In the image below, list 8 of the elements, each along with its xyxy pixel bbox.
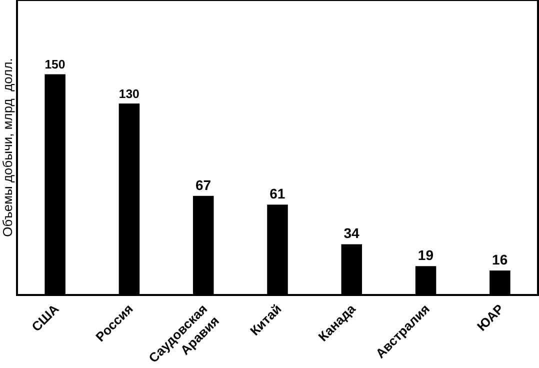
y-axis-title: Объемы добычи, млрд долл. <box>0 58 15 237</box>
data-label: 16 <box>492 252 508 268</box>
data-label: 61 <box>270 186 286 202</box>
data-label: 34 <box>344 225 360 242</box>
data-label: 67 <box>195 176 212 193</box>
data-label: 130 <box>118 86 140 101</box>
data-label: 19 <box>418 247 434 264</box>
data-label: 150 <box>44 58 66 72</box>
